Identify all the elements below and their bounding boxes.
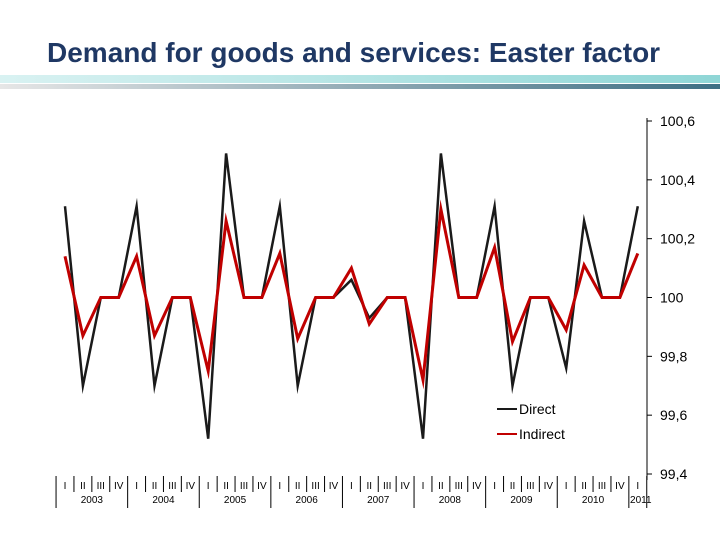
quarter-label: IV (186, 481, 196, 492)
quarter-label: I (64, 481, 67, 492)
quarter-label: II (367, 481, 373, 492)
page-title: Demand for goods and services: Easter fa… (47, 37, 661, 68)
quarter-label: III (598, 481, 606, 492)
quarter-label: III (97, 481, 105, 492)
quarter-label: III (455, 481, 463, 492)
year-label: 2009 (510, 495, 533, 506)
quarter-label: III (311, 481, 319, 492)
y-tick-label: 100,6 (660, 113, 695, 129)
legend-label-direct: Direct (519, 401, 556, 417)
year-label: 2003 (81, 495, 104, 506)
quarter-label: III (383, 481, 391, 492)
y-tick-label: 99,8 (660, 348, 687, 364)
quarter-label: II (510, 481, 516, 492)
series-line-indirect (63, 199, 640, 390)
year-label: 2004 (152, 495, 175, 506)
year-label: 2011 (630, 495, 652, 506)
year-label: 2005 (224, 495, 247, 506)
quarter-label: II (152, 481, 158, 492)
quarter-label: II (438, 481, 444, 492)
quarter-label: I (422, 481, 425, 492)
y-tick-label: 99,4 (660, 466, 687, 482)
year-label: 2006 (296, 495, 319, 506)
quarter-label: IV (615, 481, 625, 492)
y-tick-label: 100 (660, 290, 684, 306)
quarter-label: II (80, 481, 86, 492)
y-tick-label: 100,4 (660, 172, 695, 188)
quarter-label: II (581, 481, 587, 492)
y-tick-label: 99,6 (660, 407, 687, 423)
quarter-label: I (565, 481, 568, 492)
quarter-label: IV (114, 481, 124, 492)
quarter-label: III (168, 481, 176, 492)
quarter-label: I (493, 481, 496, 492)
quarter-label: IV (472, 481, 482, 492)
year-label: 2008 (439, 495, 462, 506)
year-label: 2010 (582, 495, 605, 506)
series-layer (63, 153, 640, 439)
legend: Direct Indirect (497, 401, 565, 442)
quarter-label: I (350, 481, 353, 492)
quarter-label: I (636, 481, 639, 492)
quarter-label: IV (544, 481, 554, 492)
legend-label-indirect: Indirect (519, 426, 565, 442)
quarter-label: I (135, 481, 138, 492)
quarter-label: III (526, 481, 534, 492)
series-line-direct (63, 153, 640, 439)
quarter-label: IV (257, 481, 267, 492)
year-label: 2007 (367, 495, 390, 506)
quarter-label: IV (329, 481, 339, 492)
quarter-label: II (223, 481, 229, 492)
quarter-label: III (240, 481, 248, 492)
quarter-label: IV (400, 481, 410, 492)
quarter-label: II (295, 481, 301, 492)
y-tick-label: 100,2 (660, 231, 695, 247)
quarter-label: I (207, 481, 210, 492)
title-underline-light (0, 75, 720, 83)
quarter-label: I (278, 481, 281, 492)
title-underline-dark (0, 84, 720, 89)
